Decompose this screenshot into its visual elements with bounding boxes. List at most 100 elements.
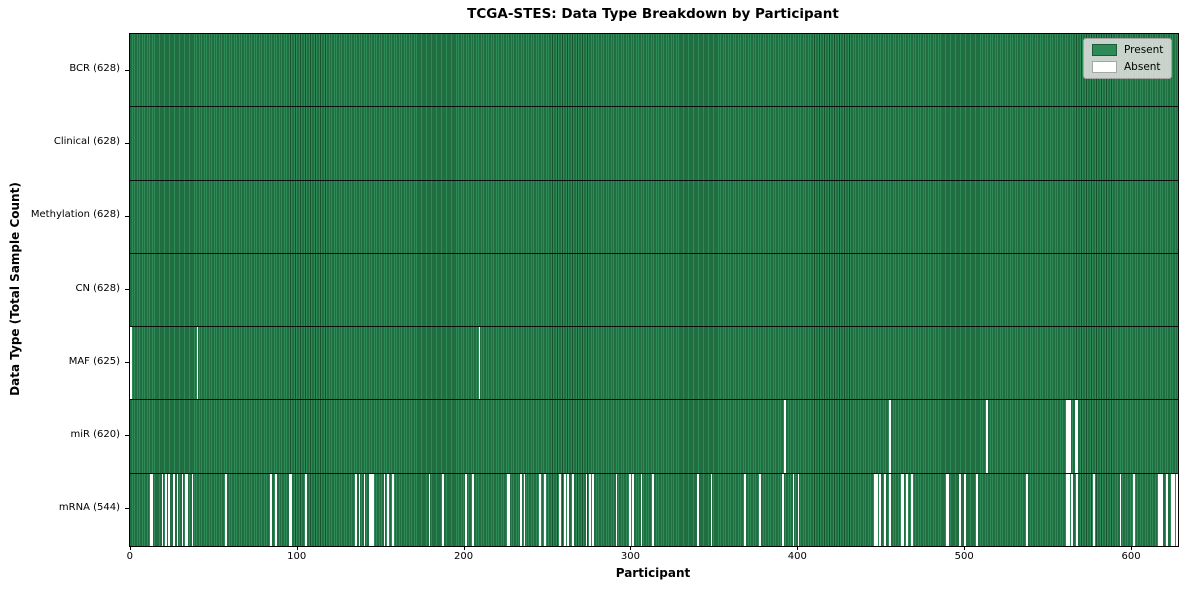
absent-stripe	[875, 473, 878, 546]
absent-stripe	[1076, 400, 1078, 473]
y-tick-label: mRNA (544)	[58, 501, 120, 513]
x-tick-mark	[964, 546, 966, 550]
absent-stripe	[472, 473, 474, 546]
absent-stripe	[697, 473, 700, 546]
absent-stripe	[1161, 473, 1163, 546]
absent-stripe	[288, 473, 291, 546]
absent-stripe	[185, 473, 187, 546]
absent-stripe	[902, 473, 905, 546]
absent-stripe	[368, 473, 371, 546]
heatmap-row-Methylation	[130, 179, 1178, 253]
y-tick-label: miR (620)	[70, 428, 120, 440]
absent-stripe	[507, 473, 509, 546]
absent-stripe	[1067, 400, 1070, 473]
absent-stripe	[181, 473, 184, 546]
x-tick-mark	[463, 546, 465, 550]
absent-stripe	[1119, 473, 1122, 546]
absent-stripe	[652, 473, 654, 546]
absent-stripe	[588, 473, 591, 546]
absent-stripe	[744, 473, 746, 546]
heatmap-row-CN	[130, 252, 1178, 327]
absent-stripe	[947, 473, 950, 546]
legend-swatch-present	[1092, 44, 1117, 56]
absent-stripe	[275, 473, 277, 546]
absent-stripe	[879, 473, 881, 546]
absent-stripe	[371, 473, 374, 546]
absent-stripe	[1132, 473, 1135, 546]
absent-stripe	[632, 473, 634, 546]
absent-stripe	[383, 473, 386, 546]
y-tick-label: Methylation (628)	[30, 209, 120, 221]
heatmap-row-BCR	[130, 34, 1178, 107]
absent-stripe	[558, 473, 561, 546]
x-axis-label: Participant	[615, 566, 691, 580]
y-tick-label: Clinical (628)	[53, 136, 120, 148]
absent-stripe	[1069, 400, 1072, 473]
y-tick-mark	[125, 362, 129, 364]
legend-item-present: Present	[1092, 44, 1163, 56]
absent-stripe	[884, 473, 886, 546]
absent-stripe	[710, 473, 713, 546]
absent-stripe	[905, 473, 908, 546]
absent-stripe	[161, 473, 164, 546]
y-tick-mark	[125, 289, 129, 290]
absent-stripe	[1026, 473, 1028, 546]
absent-stripe	[1076, 473, 1078, 546]
absent-stripe	[442, 473, 444, 546]
absent-stripe	[976, 473, 978, 546]
absent-stripe	[543, 473, 546, 546]
absent-stripe	[759, 473, 761, 546]
absent-stripe	[889, 400, 891, 473]
absent-stripe	[1172, 473, 1175, 546]
absent-stripe	[874, 473, 876, 546]
absent-stripe	[508, 473, 511, 546]
absent-stripe	[592, 473, 594, 546]
absent-stripe	[986, 400, 988, 473]
absent-stripe	[465, 473, 468, 546]
absent-stripe	[567, 473, 569, 546]
absent-stripe	[1176, 473, 1178, 546]
absent-stripe	[585, 473, 588, 546]
x-tick-label: 200	[454, 551, 474, 562]
absent-stripe	[784, 400, 786, 473]
x-tick-label: 400	[787, 551, 807, 562]
heatmap-row-Clinical	[130, 106, 1178, 180]
heatmap-row-mRNA	[130, 472, 1178, 546]
absent-stripe	[165, 473, 167, 546]
absent-stripe	[270, 473, 272, 546]
y-tick-mark	[125, 142, 129, 144]
y-tick-label: BCR (628)	[69, 63, 120, 75]
absent-stripe	[1157, 473, 1160, 546]
legend-label-absent: Absent	[1124, 61, 1161, 73]
absent-stripe	[150, 473, 152, 546]
absent-stripe	[168, 473, 171, 546]
absent-stripe	[572, 473, 574, 546]
absent-stripe	[355, 473, 357, 546]
x-tick-mark	[296, 546, 298, 550]
absent-stripe	[191, 473, 194, 546]
legend-swatch-absent	[1092, 61, 1117, 73]
x-tick-label: 500	[954, 551, 974, 562]
absent-stripe	[151, 473, 154, 546]
absent-stripe	[370, 473, 372, 546]
absent-stripe	[792, 473, 795, 546]
absent-stripe	[386, 473, 389, 546]
legend-label-present: Present	[1124, 44, 1164, 56]
x-tick-label: 300	[620, 551, 641, 562]
absent-stripe	[1066, 473, 1068, 546]
legend-item-absent: Absent	[1092, 61, 1163, 73]
absent-stripe	[290, 473, 292, 546]
absent-stripe	[946, 473, 948, 546]
x-tick-mark	[630, 546, 632, 550]
absent-stripe	[889, 473, 891, 546]
plot-area	[129, 33, 1179, 547]
absent-stripe	[428, 473, 431, 546]
absent-stripe	[910, 473, 913, 546]
absent-stripe	[173, 473, 176, 546]
absent-stripe	[964, 473, 967, 546]
absent-stripe	[186, 473, 189, 546]
chart-title: TCGA-STES: Data Type Breakdown by Partic…	[467, 6, 839, 22]
absent-stripe	[640, 473, 643, 546]
heatmap-row-miR	[130, 399, 1178, 473]
absent-stripe	[1092, 473, 1095, 546]
